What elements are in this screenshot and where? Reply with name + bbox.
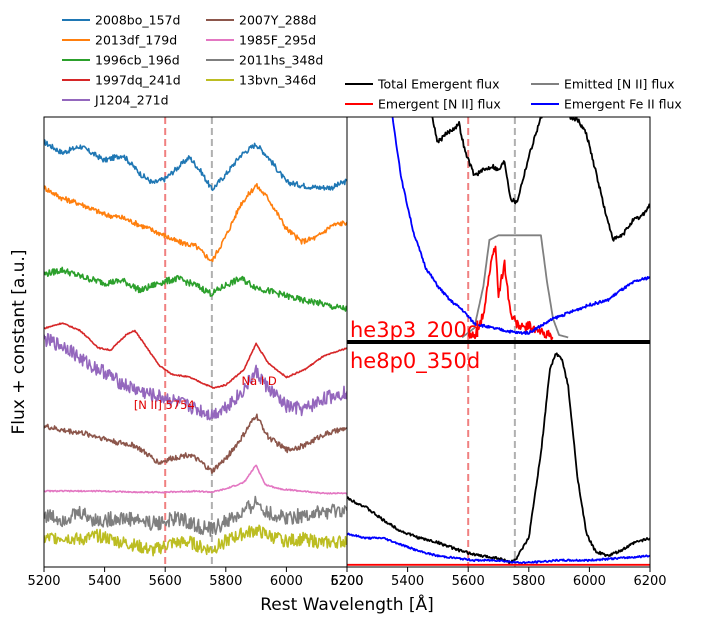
x-tick-label: 5400	[88, 574, 121, 589]
series-line-2013df-179d	[44, 183, 347, 263]
series-line-2007y-288d	[44, 413, 347, 474]
series-line-1997dq-241d	[44, 322, 347, 389]
legend-label-emergent-n-ii-flux: Emergent [N II] flux	[378, 97, 501, 112]
x-tick-label: 5200	[330, 574, 363, 589]
x-tick-label: 5800	[209, 574, 242, 589]
right-top-panel: he3p3_200d	[346, 116, 651, 343]
annotation-na-i-d: Na I D	[242, 374, 277, 388]
legend-right: Total Emergent flux Emitted [N II] flux Em…	[345, 77, 682, 112]
x-axis-label: Rest Wavelength [Å]	[260, 593, 434, 615]
legend-label-j1204-271d: J1204_271d	[94, 93, 169, 108]
x-tick-label: 6200	[633, 574, 666, 589]
legend-label-1997dq-241d: 1997dq_241d	[95, 73, 181, 88]
series-line-13bvn-346d	[44, 524, 347, 557]
legend-label-2007y-288d: 2007Y_288d	[239, 13, 317, 28]
legend-label-1985f-295d: 1985F_295d	[239, 33, 316, 48]
right-bottom-panel: he8p0_350d	[346, 340, 651, 568]
series-line-2008bo-157d	[44, 139, 347, 192]
bottom-series-emergent-fe-ii-flux	[347, 532, 650, 565]
legend-label-2011hs-348d: 2011hs_348d	[239, 53, 323, 68]
right-bottom-frame	[346, 341, 651, 568]
top-series-emergent-n-ii-flux	[467, 245, 554, 341]
left-panel: [N II] 5754 Na I D	[43, 116, 348, 568]
bottom-series-total-emergent-flux	[347, 352, 650, 564]
series-line-j1204-271d	[44, 333, 347, 421]
x-tick-label: 6000	[270, 574, 303, 589]
series-line-1985f-295d	[44, 464, 347, 495]
left-panel-frame	[43, 116, 348, 568]
x-tick-label: 6000	[573, 574, 606, 589]
x-tick-label: 5600	[149, 574, 182, 589]
series-line-2011hs-348d	[44, 495, 347, 537]
y-axis-label: Flux + constant [a.u.]	[9, 250, 29, 435]
legend-left: 2008bo_157d 2013df_179d 1996cb_196d 1997dq_…	[62, 13, 323, 108]
series-line-1996cb-196d	[44, 266, 347, 312]
legend-label-total-emergent-flux: Total Emergent flux	[377, 77, 499, 92]
annotation-n-ii-5754: [N II] 5754	[134, 398, 195, 412]
x-tick-label: 5200	[27, 574, 60, 589]
legend-label-emergent-fe-ii-flux: Emergent Fe II flux	[564, 97, 682, 112]
panel-title-top: he3p3_200d	[350, 318, 480, 343]
x-tick-label: 6200	[330, 574, 363, 589]
legend-label-1996cb-196d: 1996cb_196d	[95, 53, 180, 68]
right-top-frame	[346, 116, 651, 343]
top-series-emitted-n-ii-flux	[461, 234, 569, 339]
legend-label-emitted-n-ii-flux: Emitted [N II] flux	[564, 77, 675, 92]
panel-title-bottom: he8p0_350d	[350, 349, 480, 374]
x-tick-label: 5800	[512, 574, 545, 589]
legend-label-2008bo-157d: 2008bo_157d	[95, 13, 180, 28]
top-series-emergent-fe-ii-flux	[391, 117, 650, 335]
legend-label-13bvn-346d: 13bvn_346d	[239, 73, 316, 88]
top-series-total-emergent-flux	[431, 117, 650, 242]
x-tick-label: 5400	[391, 574, 424, 589]
x-tick-label: 5600	[452, 574, 485, 589]
legend-label-2013df-179d: 2013df_179d	[95, 33, 177, 48]
